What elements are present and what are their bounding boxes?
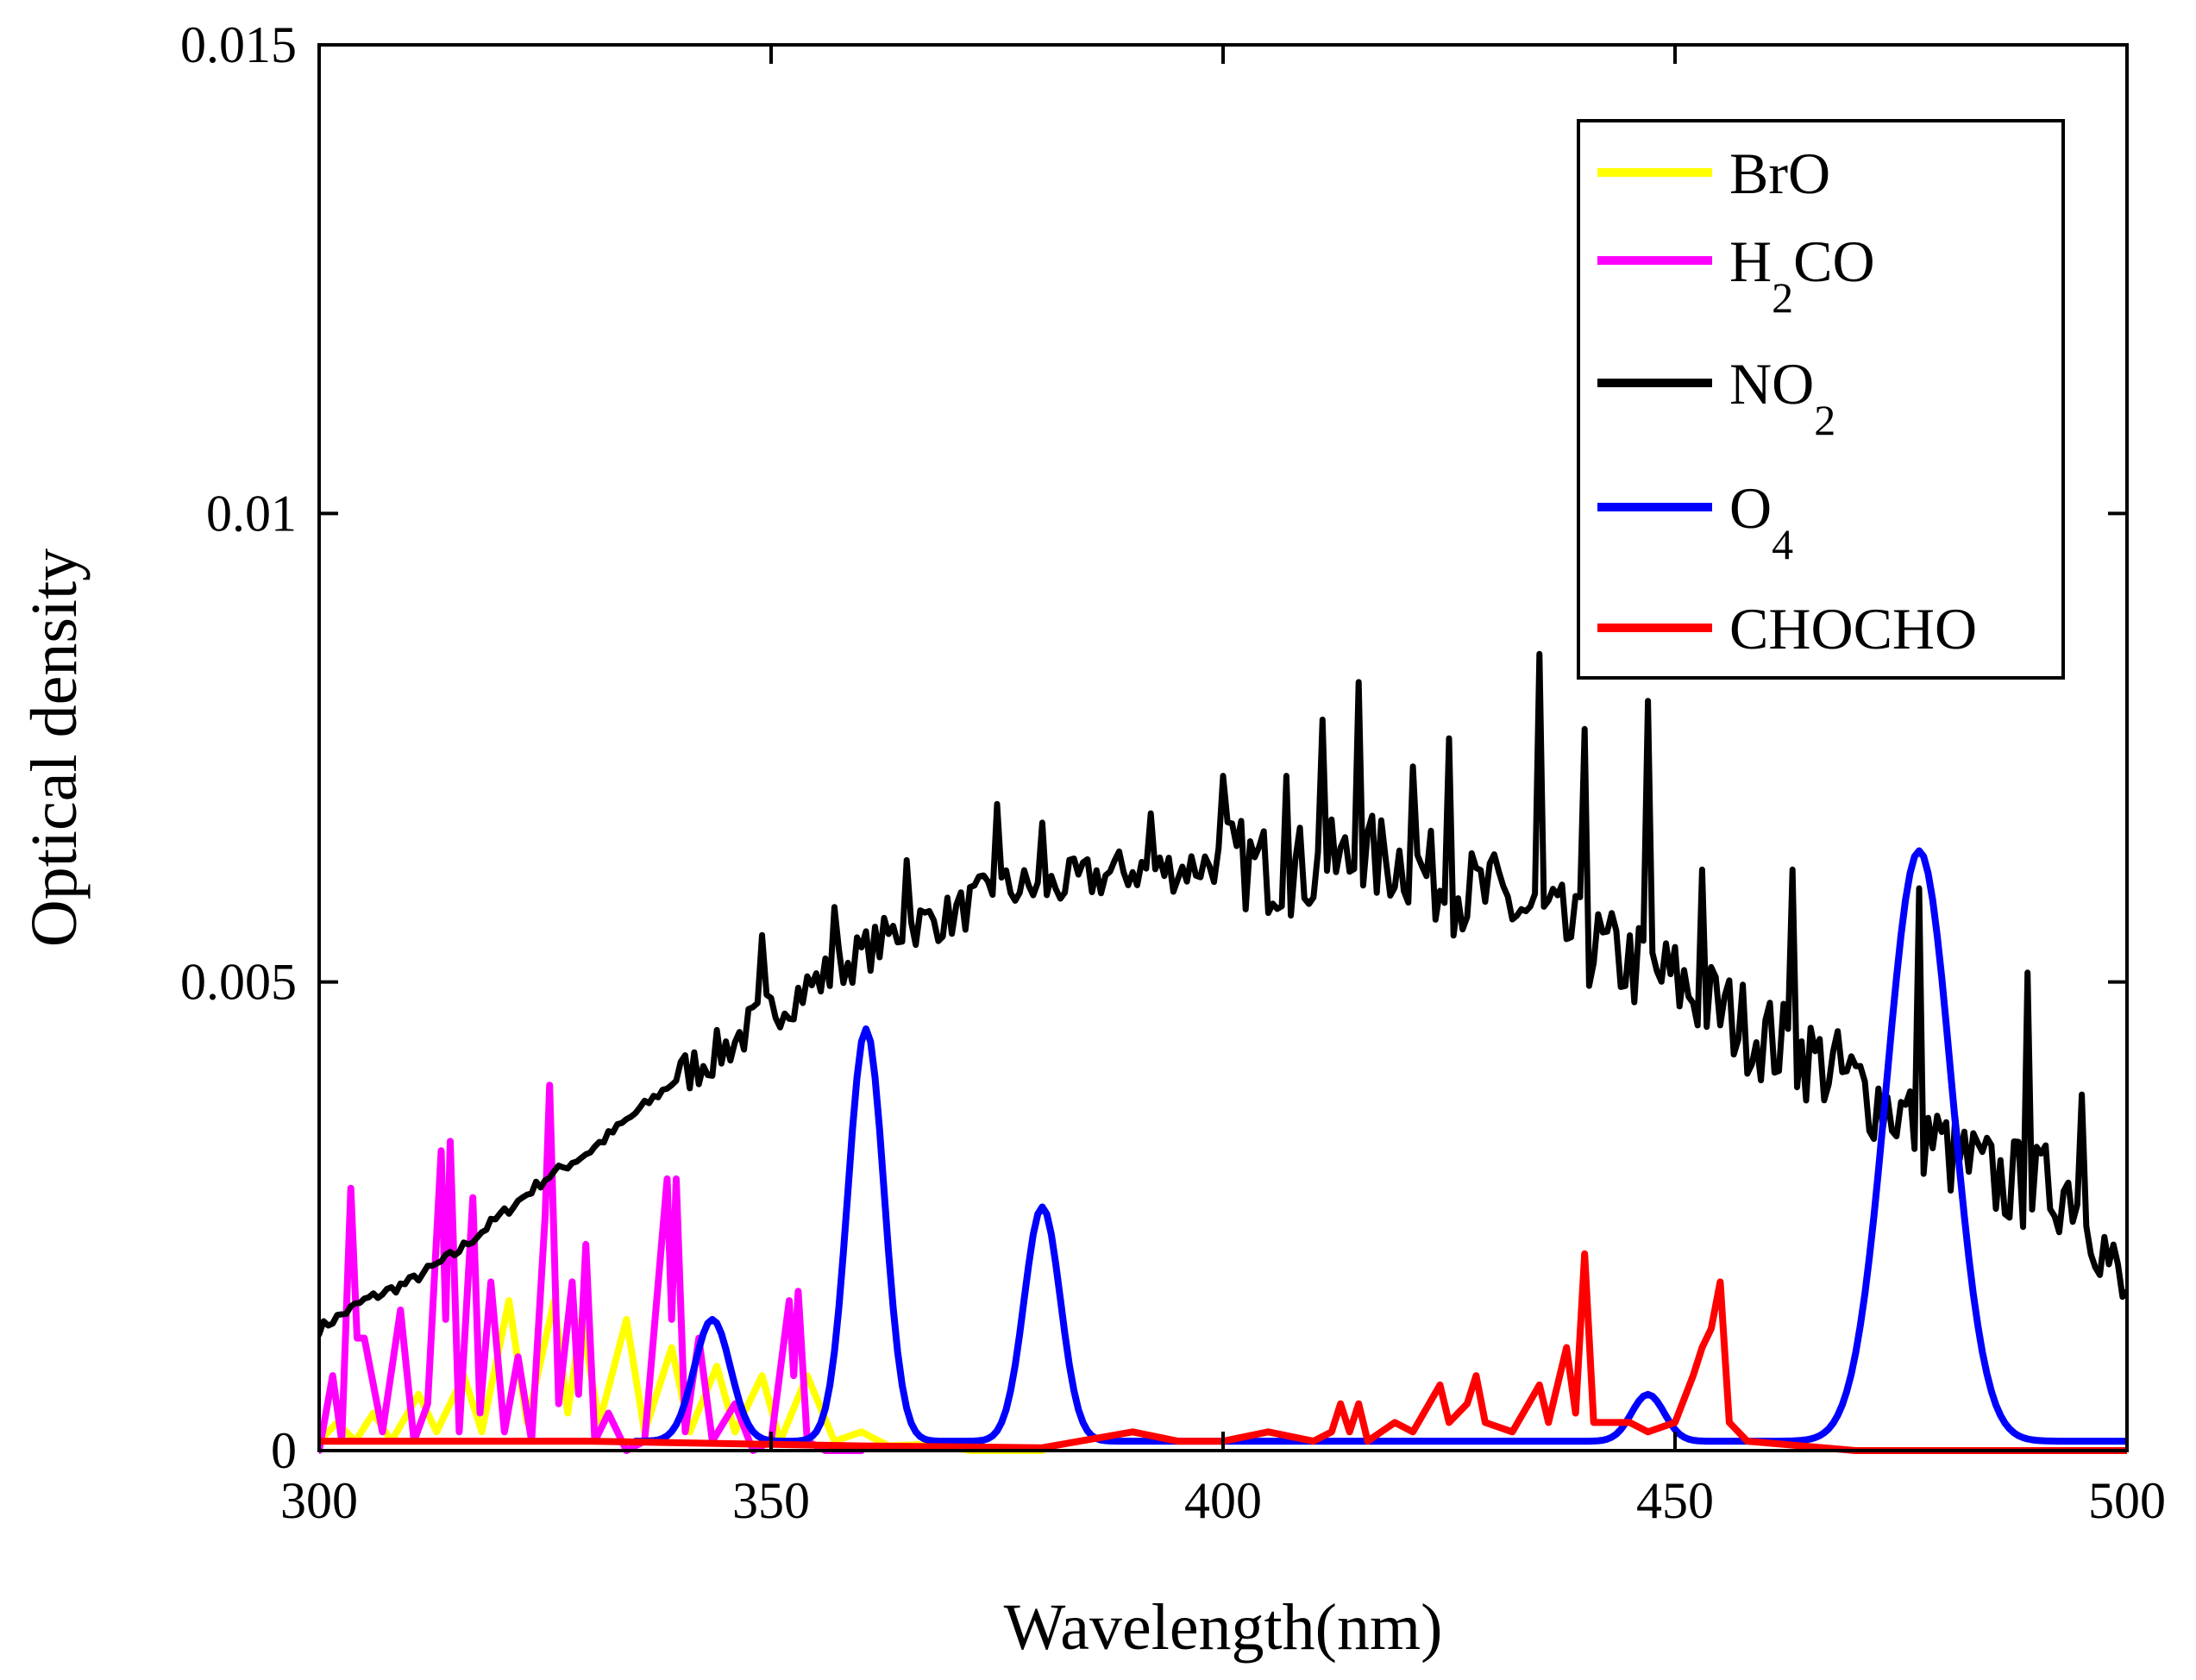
x-axis-title: Wavelength(nm): [1004, 1591, 1443, 1664]
series-line-no2: [319, 650, 2127, 1338]
legend-label-h2co: H2CO: [1729, 229, 1875, 322]
legend-label-main: BrO: [1729, 141, 1830, 206]
x-tick-label: 300: [280, 1472, 358, 1529]
legend-label-main: NO: [1729, 351, 1814, 417]
y-tick-label: 0.005: [180, 954, 297, 1011]
legend-label-main: O: [1729, 475, 1772, 541]
x-tick-label: 350: [732, 1472, 810, 1529]
legend-label-o4: O4: [1729, 475, 1793, 568]
legend-label-no2: NO2: [1729, 351, 1835, 444]
legend-label-main: CHOCHO: [1729, 596, 1977, 661]
series-line-chocho: [319, 1250, 2127, 1454]
axes-layer: 300 350 400 450 500 0 0.005 0.01 0.015 Wavelength…: [18, 16, 2166, 1664]
series-layer: [319, 650, 2127, 1454]
legend-label-bro: BrO: [1729, 141, 1830, 206]
legend-label-chocho: CHOCHO: [1729, 596, 1977, 661]
x-tick-label: 400: [1184, 1472, 1262, 1529]
y-tick-label: 0.01: [206, 485, 297, 542]
x-tick-label: 500: [2088, 1472, 2166, 1529]
legend-label-subscript: 4: [1772, 520, 1793, 568]
x-tick-label: 450: [1636, 1472, 1714, 1529]
y-tick-label: 0.015: [180, 16, 297, 73]
legend-label-main: H: [1729, 229, 1772, 294]
series-line-bro: [319, 1297, 1046, 1454]
legend-label-tail: CO: [1793, 229, 1874, 294]
y-tick-label: 0: [271, 1422, 297, 1479]
legend-box: [1577, 119, 2065, 680]
y-axis-title: Optical density: [18, 549, 91, 947]
legend-label-subscript: 2: [1814, 396, 1835, 444]
legend-label-subscript: 2: [1772, 273, 1793, 322]
series-line-h2co: [319, 1081, 865, 1454]
series-line-o4: [631, 847, 2127, 1445]
